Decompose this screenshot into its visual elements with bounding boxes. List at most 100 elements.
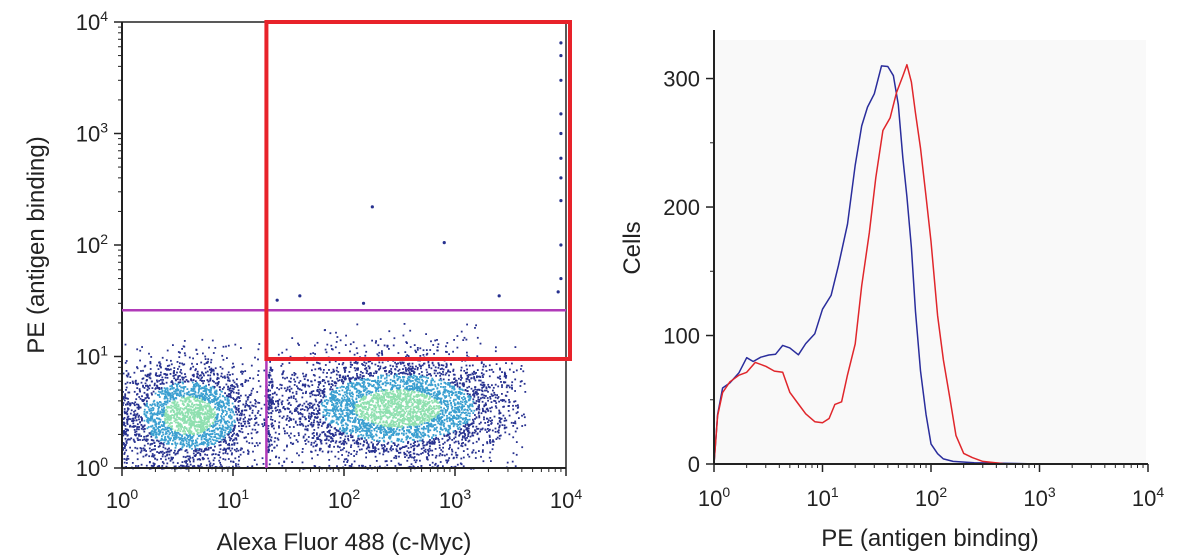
density-dot [205,385,207,388]
density-dot [286,399,289,402]
density-dot [162,411,165,414]
density-dot [136,366,138,368]
density-dot [426,374,428,377]
density-dot [211,438,214,441]
density-dot [129,446,131,449]
density-dot [434,448,437,450]
density-dot [353,361,356,364]
density-dot [447,378,450,381]
density-dot [240,347,242,349]
density-dot [462,432,464,434]
density-dot [191,402,194,405]
density-dot [349,420,352,423]
density-dot [218,403,221,406]
density-dot [418,381,421,384]
density-dot [473,394,476,396]
density-dot [156,439,158,442]
density-dot [251,404,254,407]
density-dot [271,383,274,386]
density-dot [172,393,175,396]
density-dot [234,437,237,440]
density-dot [453,381,456,383]
density-dot [400,413,403,416]
density-dot [229,428,231,431]
density-dot [205,447,208,450]
density-dot [434,397,437,399]
density-dot [419,416,422,419]
density-dot [488,436,491,438]
density-dot [416,385,418,388]
density-dot [335,390,338,392]
density-dot [153,382,156,385]
density-dot [211,432,214,435]
density-dot [126,428,128,431]
density-dot [457,392,460,394]
density-dot [164,447,167,450]
density-dot [161,356,164,359]
density-dot [143,438,146,441]
density-dot [159,421,162,423]
density-dot [335,402,337,405]
density-dot [194,408,197,410]
density-dot [183,352,186,355]
density-dot [393,413,396,415]
density-dot [407,420,410,423]
density-dot [139,421,141,423]
density-dot [370,403,373,406]
density-dot [195,440,198,443]
density-dot [411,385,413,387]
density-dot [514,400,517,403]
density-dot [269,444,271,447]
density-dot [462,395,465,398]
density-dot [139,451,142,454]
density-dot [196,441,198,444]
density-dot [259,385,262,388]
density-dot [453,441,456,444]
density-dot [455,394,458,397]
density-dot [197,415,200,418]
density-dot [397,439,400,442]
density-dot [358,420,360,423]
density-dot [392,411,395,414]
density-dot [133,371,136,374]
density-dot [498,425,501,428]
density-dot [126,375,129,378]
density-dot [401,446,404,448]
density-dot [192,456,194,459]
density-dot [317,438,320,440]
density-dot [204,394,206,397]
density-dot [152,434,155,437]
density-dot [455,454,458,456]
density-dot [145,440,148,442]
density-dot [250,392,253,395]
density-dot [210,415,213,418]
density-dot [204,387,207,390]
density-dot [497,396,500,398]
density-dot [422,354,425,356]
density-dot [209,413,211,416]
density-dot [157,440,160,443]
density-dot [153,428,156,431]
density-dot [126,422,129,425]
density-dot [318,409,321,411]
density-dot [422,409,424,411]
density-dot [323,395,326,398]
density-dot [173,387,175,389]
density-dot [372,396,375,398]
density-dot [206,454,209,456]
density-dot [222,358,225,361]
density-dot [379,415,382,418]
density-dot [393,430,395,433]
density-dot [157,430,160,433]
density-dot [129,412,132,415]
density-dot [204,423,206,425]
density-dot [165,403,168,406]
density-dot [228,404,230,407]
density-dot [131,462,134,464]
density-dot [336,465,338,468]
density-dot [188,356,191,359]
density-dot [158,417,161,420]
density-dot [141,439,144,441]
density-dot [202,435,205,438]
density-dot [390,431,393,433]
